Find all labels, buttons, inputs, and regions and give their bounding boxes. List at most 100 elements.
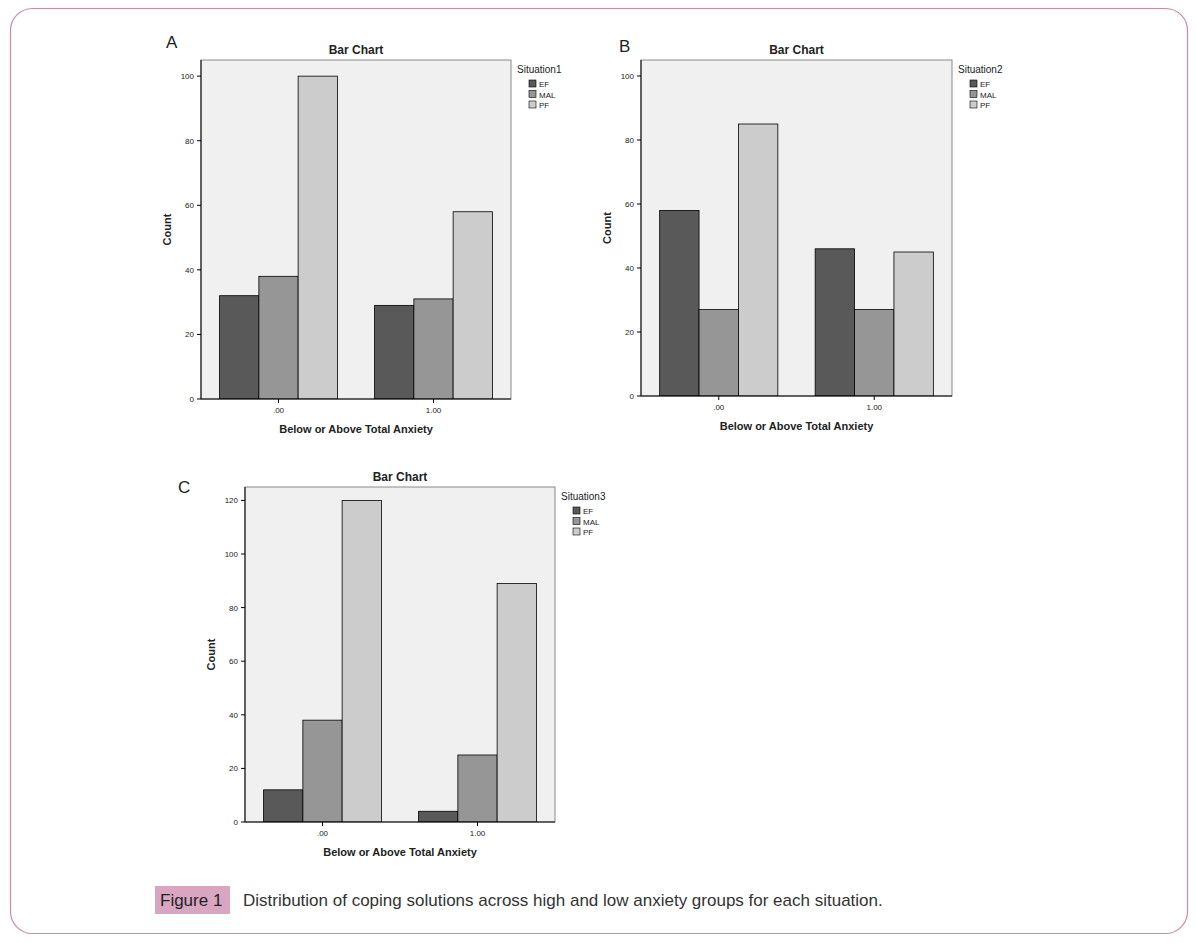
y-tick — [241, 822, 245, 823]
x-tick — [278, 399, 279, 403]
bar — [259, 276, 298, 399]
bar — [453, 212, 492, 399]
legend: Situation3 EF MALPF — [561, 491, 606, 537]
y-tick — [637, 332, 641, 333]
bars — [264, 500, 537, 822]
legend-swatch — [529, 80, 536, 87]
x-tick-label: .00 — [273, 406, 285, 415]
y-tick-label: 60 — [229, 657, 238, 666]
y-axis-label: Count — [161, 213, 173, 245]
legend: Situation1EFMALPF — [517, 64, 562, 110]
y-tick — [197, 205, 201, 206]
y-tick-label: 20 — [625, 328, 634, 337]
caption-label-box — [155, 886, 230, 914]
legend-swatch — [573, 507, 580, 514]
y-tick — [637, 76, 641, 77]
chart-panel: ABar Chart020406080100Count.001.00Below … — [161, 33, 562, 435]
y-tick-label: 0 — [190, 395, 195, 404]
legend-entry: MAL — [980, 91, 997, 100]
x-axis-label: Below or Above Total Anxiety — [323, 846, 477, 858]
y-tick-label: 40 — [229, 711, 238, 720]
bar — [894, 252, 933, 396]
legend-swatch — [529, 101, 536, 108]
legend: Situation2EFMALPF — [958, 64, 1003, 110]
x-axis-line — [201, 399, 511, 400]
caption-label: Figure 1 — [160, 891, 222, 910]
chart-panel: BBar Chart020406080100Count.001.00Below … — [601, 37, 1003, 432]
legend-entry: EF — [583, 507, 593, 516]
bar — [699, 310, 738, 396]
y-tick — [197, 269, 201, 270]
y-tick — [197, 76, 201, 77]
legend-swatch — [573, 518, 580, 525]
legend-swatch — [573, 528, 580, 535]
legend-entry: PF — [539, 101, 549, 110]
x-axis-line — [641, 396, 952, 397]
bar — [303, 720, 342, 822]
bar — [497, 583, 536, 822]
x-tick — [322, 822, 323, 826]
x-tick — [874, 396, 875, 400]
y-tick-label: 100 — [225, 550, 239, 559]
y-tick-label: 60 — [625, 200, 634, 209]
chart-title: Bar Chart — [769, 43, 824, 57]
bar — [815, 249, 854, 396]
x-tick — [477, 822, 478, 826]
chart-panel: CBar Chart020406080100120Count.001.00Bel… — [178, 470, 606, 858]
y-tick-label: 0 — [630, 392, 635, 401]
y-tick — [241, 607, 245, 608]
panel-label: C — [178, 478, 190, 497]
x-tick-label: .00 — [317, 829, 329, 838]
legend-entry: EF — [539, 80, 549, 89]
plot-area — [245, 487, 555, 822]
y-tick-label: 100 — [181, 72, 195, 81]
y-tick-label: 40 — [625, 264, 634, 273]
caption-text: Distribution of coping solutions across … — [243, 891, 883, 910]
y-axis-label: Count — [601, 212, 613, 244]
legend-swatch — [970, 101, 977, 108]
figure-frame — [11, 9, 1188, 934]
y-axis-line — [641, 60, 642, 396]
bar — [220, 296, 259, 399]
legend-title: Situation1 — [517, 64, 562, 75]
y-tick — [197, 334, 201, 335]
y-tick-label: 20 — [185, 330, 194, 339]
y-tick — [637, 204, 641, 205]
legend-title: Situation3 — [561, 491, 606, 502]
y-tick — [637, 268, 641, 269]
x-axis-line — [245, 822, 555, 823]
y-tick-label: 100 — [621, 72, 635, 81]
y-tick — [241, 768, 245, 769]
y-tick-label: 80 — [185, 137, 194, 146]
x-tick-label: 1.00 — [866, 403, 882, 412]
legend-entry: EF — [980, 80, 990, 89]
y-tick — [241, 661, 245, 662]
y-tick-label: 80 — [229, 604, 238, 613]
y-tick — [637, 140, 641, 141]
bar — [660, 210, 699, 396]
bar — [414, 299, 453, 399]
y-tick — [241, 714, 245, 715]
y-tick — [637, 396, 641, 397]
y-tick-label: 80 — [625, 136, 634, 145]
y-tick-label: 120 — [225, 496, 239, 505]
bars — [220, 76, 493, 399]
y-tick-label: 0 — [234, 818, 239, 827]
y-tick — [241, 554, 245, 555]
bar — [375, 305, 414, 399]
plot-area — [641, 60, 952, 396]
y-tick — [197, 399, 201, 400]
legend-entry: MAL — [583, 518, 600, 527]
legend-swatch — [970, 80, 977, 87]
y-tick-label: 60 — [185, 201, 194, 210]
legend-entry: PF — [980, 101, 990, 110]
bars — [660, 124, 934, 396]
plot-area — [201, 60, 511, 399]
bar — [419, 811, 458, 822]
y-axis-line — [245, 487, 246, 822]
y-tick-label: 20 — [229, 764, 238, 773]
legend-entry: PF — [583, 528, 593, 537]
x-tick — [718, 396, 719, 400]
y-tick — [241, 500, 245, 501]
bar — [855, 310, 894, 396]
